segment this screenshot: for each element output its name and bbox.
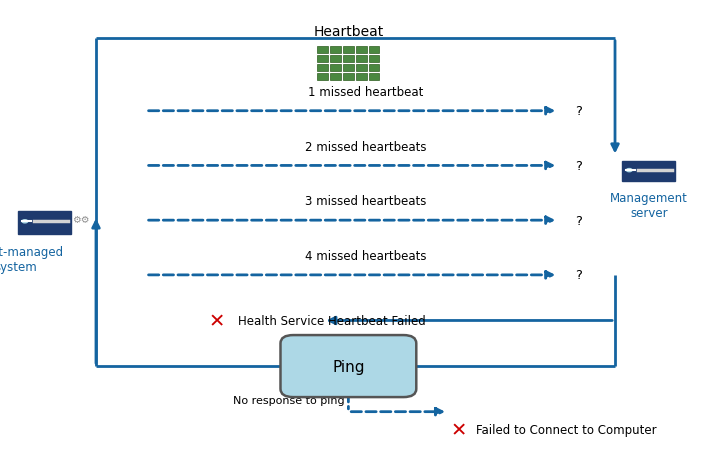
Text: Ping: Ping xyxy=(332,359,365,374)
Text: 1 missed heartbeat: 1 missed heartbeat xyxy=(309,86,424,99)
Bar xyxy=(317,74,328,81)
Text: No response to ping: No response to ping xyxy=(233,395,345,405)
Text: ⚙⚙: ⚙⚙ xyxy=(73,215,90,224)
Bar xyxy=(356,46,367,54)
Text: Health Service Heartbeat Failed: Health Service Heartbeat Failed xyxy=(238,314,426,327)
Text: ?: ? xyxy=(574,160,582,172)
Text: ✕: ✕ xyxy=(450,420,467,440)
Bar xyxy=(343,46,354,54)
Bar xyxy=(368,56,380,63)
Text: Failed to Connect to Computer: Failed to Connect to Computer xyxy=(476,424,657,436)
Bar xyxy=(18,212,71,234)
Bar xyxy=(330,56,341,63)
Bar xyxy=(368,46,380,54)
Text: ?: ? xyxy=(574,105,582,118)
Bar xyxy=(343,65,354,72)
Text: 4 missed heartbeats: 4 missed heartbeats xyxy=(306,249,427,263)
Text: 3 missed heartbeats: 3 missed heartbeats xyxy=(306,195,427,208)
Text: ?: ? xyxy=(574,214,582,227)
Text: Management
server: Management server xyxy=(610,191,688,219)
Bar xyxy=(368,65,380,72)
Bar xyxy=(317,65,328,72)
Text: 2 missed heartbeats: 2 missed heartbeats xyxy=(306,140,427,153)
Bar xyxy=(343,74,354,81)
Bar xyxy=(368,74,380,81)
Bar xyxy=(317,56,328,63)
Bar xyxy=(356,65,367,72)
Text: Agent-managed
system: Agent-managed system xyxy=(0,246,63,273)
Text: ?: ? xyxy=(574,269,582,282)
Bar xyxy=(622,162,675,182)
Bar xyxy=(330,46,341,54)
Text: Heartbeat: Heartbeat xyxy=(314,25,383,39)
Bar xyxy=(343,56,354,63)
Circle shape xyxy=(21,220,28,224)
Bar xyxy=(317,46,328,54)
Circle shape xyxy=(626,168,633,173)
Bar xyxy=(356,74,367,81)
Bar xyxy=(356,56,367,63)
Bar xyxy=(330,74,341,81)
FancyBboxPatch shape xyxy=(280,335,416,397)
Text: ✕: ✕ xyxy=(208,311,225,330)
Bar xyxy=(330,65,341,72)
